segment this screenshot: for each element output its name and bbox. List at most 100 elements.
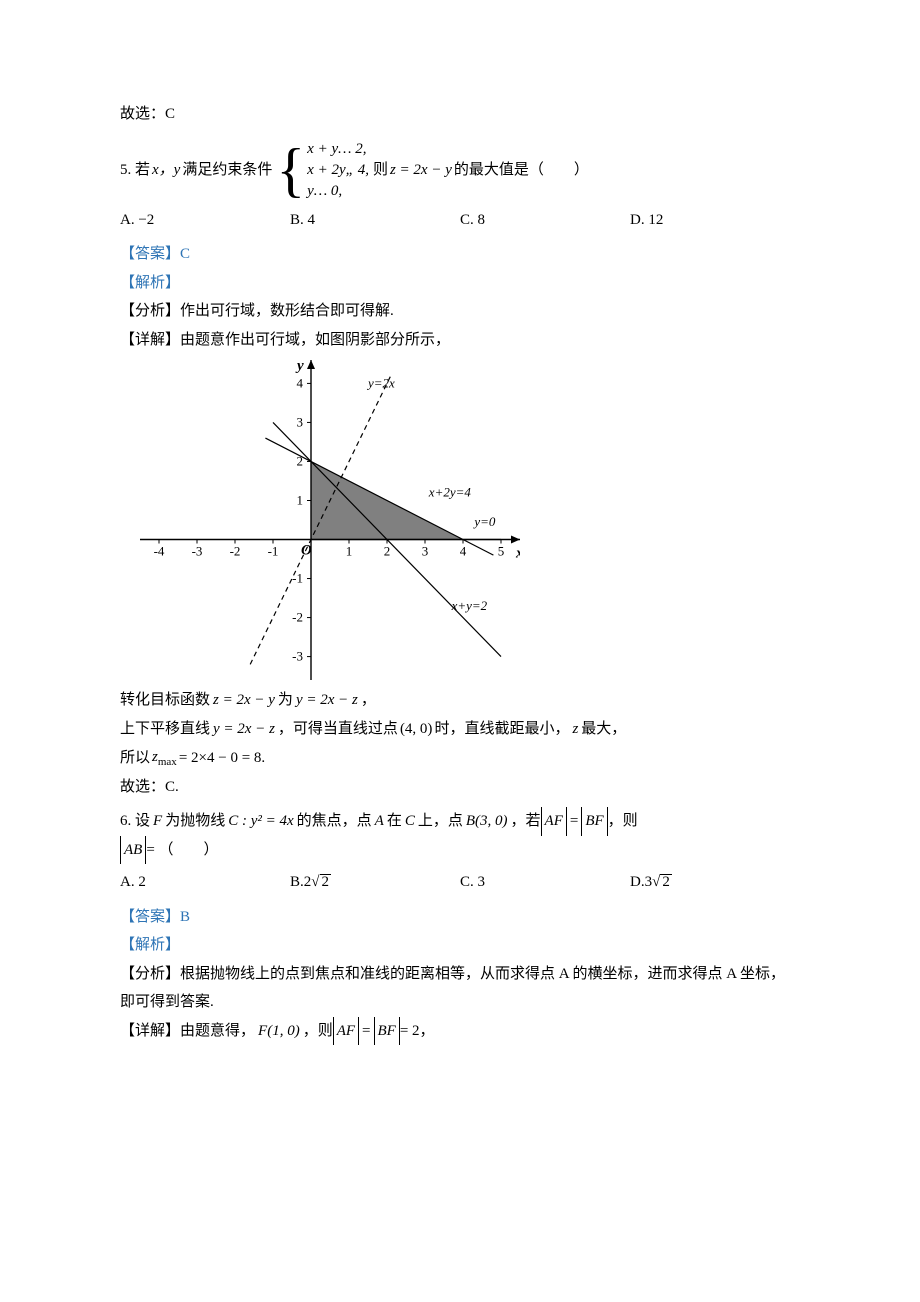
t: = 2×4 − 0 = 8	[179, 744, 262, 773]
q6-options: A. 2 B. 22 C. 3 D. 32	[120, 868, 800, 897]
feasible-region-chart: -4-3-2-112345-3-2-11234Oxyx+y=2x+2y=4y=0…	[140, 360, 520, 680]
q5-target: z = 2x − y	[390, 156, 452, 185]
t: 为	[278, 686, 293, 715]
svg-text:x: x	[515, 546, 520, 562]
t: 在	[387, 807, 402, 836]
t: 所以	[120, 744, 150, 773]
q6-opt-a: A. 2	[120, 868, 290, 897]
t: (4, 0)	[400, 715, 433, 744]
t: = 2	[400, 1017, 420, 1046]
q5-after-2: 上下平移直线 y = 2x − z ，可得当直线过点 (4, 0) 时，直线截距…	[120, 715, 800, 744]
t: C	[405, 807, 415, 836]
q5-answer: 【答案】C	[120, 240, 800, 269]
t: max	[158, 756, 177, 768]
q5-opt-b: B. 4	[290, 206, 460, 235]
q5-options: A. −2 B. 4 C. 8 D. 12	[120, 206, 800, 235]
svg-text:y=2x: y=2x	[366, 375, 395, 390]
t: 的焦点，点	[297, 807, 372, 836]
q5-fenxi-text: 作出可行域，数形结合即可得解.	[180, 303, 394, 319]
q5-sys-2: y… 0,	[307, 181, 369, 202]
q6-fenxi: 【分析】根据抛物线上的点到焦点和准线的距离相等，从而求得点 A 的横坐标，进而求…	[120, 960, 800, 1017]
svg-text:4: 4	[460, 544, 467, 559]
t: .	[261, 744, 265, 773]
t: z = 2x − y	[213, 686, 275, 715]
q5-xiangjie-label: 【详解】	[120, 332, 180, 348]
t: 6. 设	[120, 807, 150, 836]
abs-bf2: BF	[374, 1017, 400, 1046]
svg-text:-4: -4	[154, 544, 165, 559]
svg-text:y=0: y=0	[472, 514, 496, 529]
q5-answer-label: 【答案】	[120, 246, 180, 262]
q5-sys-1: x + 2y„ 4,	[307, 160, 369, 181]
svg-text:-2: -2	[230, 544, 241, 559]
t: ，	[361, 686, 376, 715]
t: B(3, 0)	[466, 807, 508, 836]
svg-text:-1: -1	[292, 571, 303, 586]
q5-stem: 5. 若 x，y 满足约束条件 { x + y… 2, x + 2y„ 4, y…	[120, 139, 800, 202]
q6-opt-b: B. 22	[290, 868, 460, 897]
t: 【详解】	[120, 1017, 180, 1046]
sqrt-icon: 2	[311, 868, 331, 897]
q5-mid3: 的最大值是（ ）	[454, 156, 589, 185]
t: 2	[660, 874, 672, 890]
svg-text:2: 2	[384, 544, 391, 559]
svg-text:-3: -3	[192, 544, 203, 559]
svg-text:-3: -3	[292, 649, 303, 664]
t: 【答案】	[120, 909, 180, 925]
svg-text:3: 3	[422, 544, 429, 559]
q5-xiangjie: 【详解】由题意作出可行域，如图阴影部分所示，	[120, 326, 800, 355]
q5-answer-val: C	[180, 246, 190, 262]
t: 3	[645, 868, 653, 897]
q6-stem-2: AB = （ ）	[120, 836, 800, 865]
q5-sys-0: x + y… 2,	[307, 139, 369, 160]
t: 时，直线截距最小，	[434, 715, 569, 744]
q6-jiexi: 【解析】	[120, 931, 800, 960]
q5-system: { x + y… 2, x + 2y„ 4, y… 0,	[276, 139, 369, 202]
q5-jiexi: 【解析】	[120, 269, 800, 298]
q5-after-3: 所以 zmax = 2×4 − 0 = 8 .	[120, 743, 800, 773]
t: F	[153, 807, 162, 836]
svg-text:3: 3	[297, 414, 304, 429]
t: 最大，	[581, 715, 626, 744]
t: F(1, 0)	[258, 1017, 300, 1046]
t: C : y² = 4x	[228, 807, 293, 836]
q5-opt-a: A. −2	[120, 206, 290, 235]
t: y = 2x − z	[213, 715, 275, 744]
t: ，若	[511, 807, 541, 836]
t: 转化目标函数	[120, 686, 210, 715]
q5-mid1: 满足约束条件	[182, 156, 272, 185]
q5-fenxi: 【分析】作出可行域，数形结合即可得解.	[120, 297, 800, 326]
t: A	[375, 807, 384, 836]
t: = （ ）	[146, 836, 218, 865]
zmax: zmax	[152, 743, 177, 773]
t: =	[570, 807, 578, 836]
sqrt-icon: 2	[652, 868, 672, 897]
svg-text:-1: -1	[268, 544, 279, 559]
t: ，则	[608, 807, 638, 836]
t: 根据抛物线上的点到焦点和准线的距离相等，从而求得点 A 的横坐标，进而求得点 A…	[120, 966, 785, 1011]
t: ，	[420, 1017, 435, 1046]
svg-text:1: 1	[297, 492, 304, 507]
t: D.	[630, 868, 645, 897]
t: 上下平移直线	[120, 715, 210, 744]
svg-text:5: 5	[498, 544, 505, 559]
q6-answer: 【答案】B	[120, 903, 800, 932]
q5-mid2: 则	[373, 156, 388, 185]
abs-bf: BF	[581, 807, 607, 836]
t: 为抛物线	[165, 807, 225, 836]
q5-opt-d: D. 12	[630, 206, 800, 235]
svg-text:x+2y=4: x+2y=4	[428, 485, 472, 500]
t: 由题意得，	[180, 1017, 255, 1046]
t: y = 2x − z	[296, 686, 358, 715]
t: z	[572, 715, 578, 744]
t: 2	[304, 868, 312, 897]
q5-opt-c: C. 8	[460, 206, 630, 235]
q5-vars: x，y	[152, 156, 180, 185]
q6-stem: 6. 设 F 为抛物线 C : y² = 4x 的焦点，点 A 在 C 上，点 …	[120, 807, 800, 836]
q6-xiangjie: 【详解】 由题意得， F(1, 0) ，则 AF = BF = 2 ，	[120, 1017, 800, 1046]
t: ，可得当直线过点	[278, 715, 398, 744]
svg-text:4: 4	[297, 375, 304, 390]
q5-after-1: 转化目标函数 z = 2x − y 为 y = 2x − z ，	[120, 686, 800, 715]
svg-text:y: y	[295, 360, 304, 374]
q5-guxuan: 故选：C.	[120, 773, 800, 802]
